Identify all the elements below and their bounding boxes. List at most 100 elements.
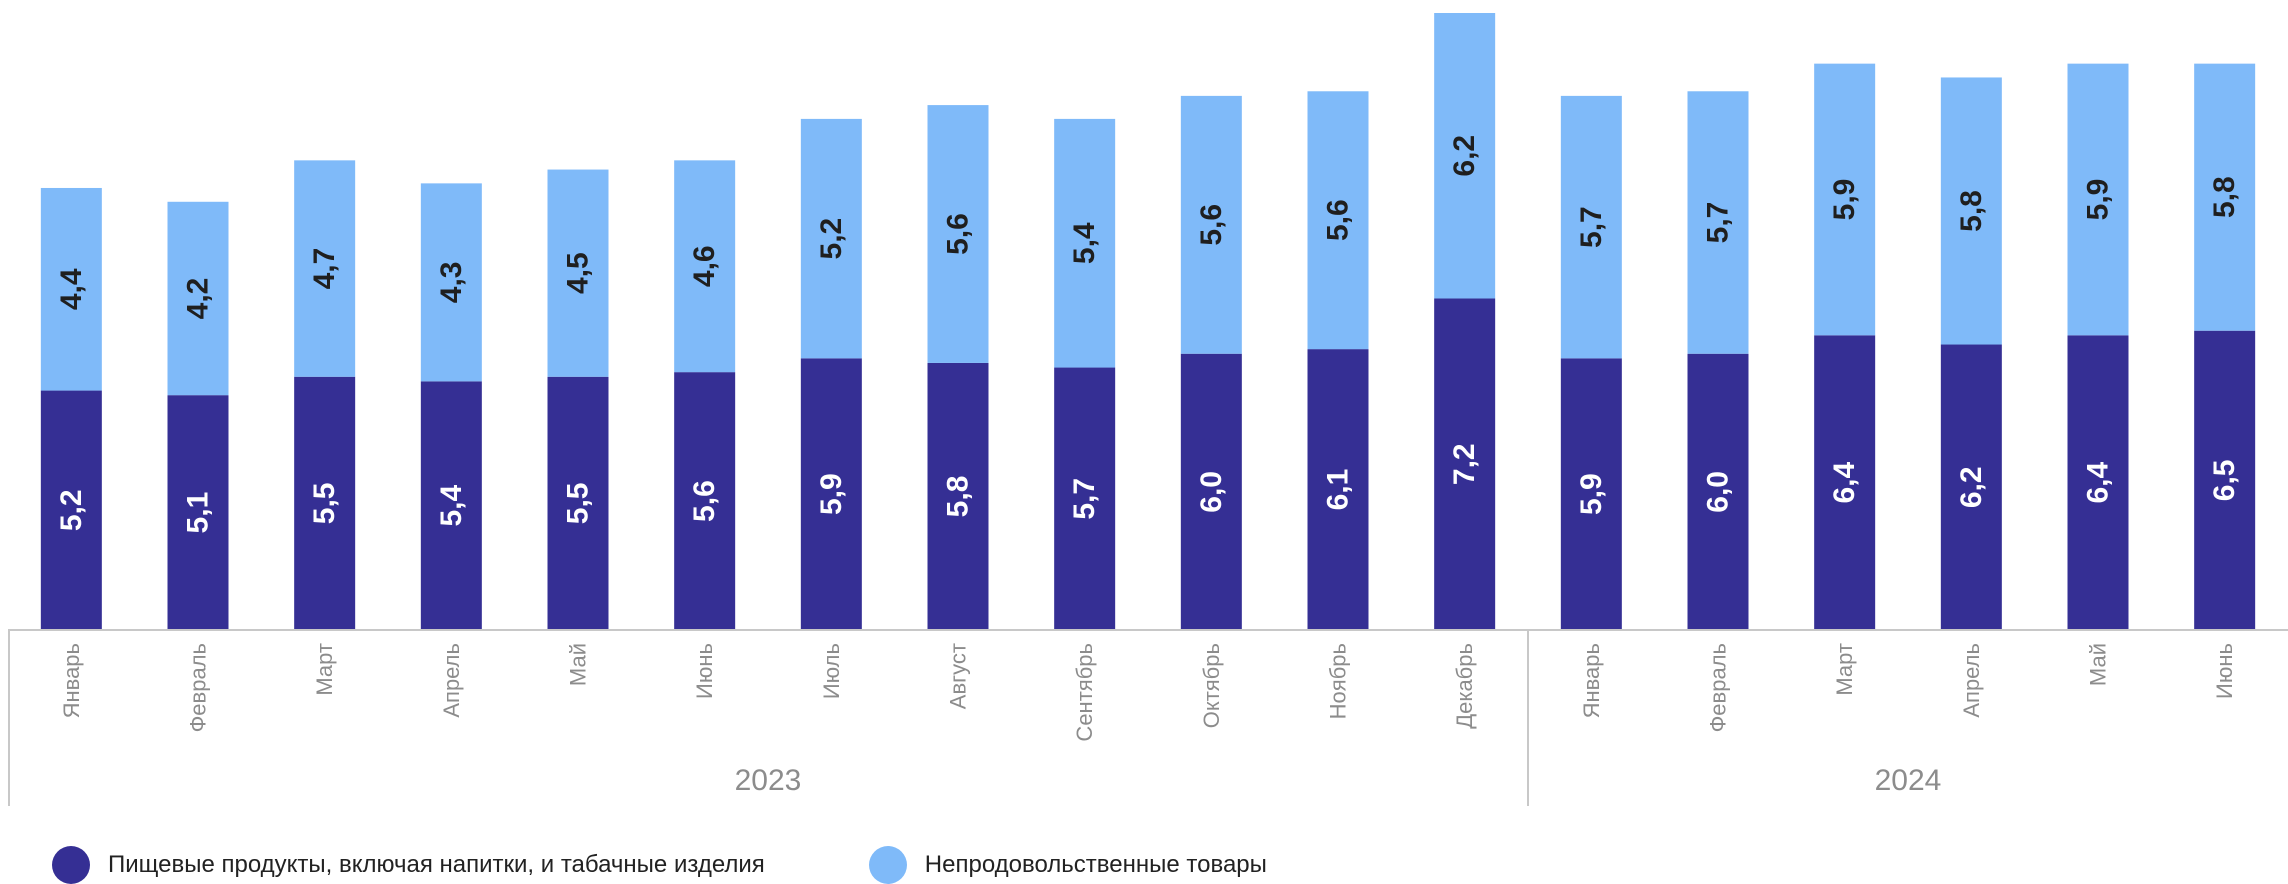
data-label: 4,6 <box>688 245 721 287</box>
data-label: 5,8 <box>2208 176 2241 218</box>
bar-segment-nonfood <box>294 160 356 377</box>
bar-segment-food <box>294 376 356 630</box>
bar-segment-nonfood <box>1180 95 1242 354</box>
data-label: 6,2 <box>1955 466 1988 508</box>
bar-segment-nonfood <box>1307 91 1369 350</box>
bar-segment-food <box>2067 335 2129 630</box>
x-tick-label: Март <box>312 643 337 696</box>
x-tick-label: Май <box>566 643 591 686</box>
data-label: 4,3 <box>435 262 468 304</box>
bar-segment-nonfood <box>1814 63 1876 336</box>
data-label: 6,0 <box>1702 471 1735 513</box>
legend-label-food: Пищевые продукты, включая напитки, и таб… <box>108 851 765 878</box>
data-label: 5,6 <box>942 213 975 255</box>
data-label: 6,0 <box>1195 471 1228 513</box>
bar-segment-nonfood <box>674 160 736 373</box>
bar-segment-food <box>1307 349 1369 630</box>
data-label: 5,2 <box>815 218 848 260</box>
data-label: 5,9 <box>1575 473 1608 515</box>
bar-segment-food <box>1054 367 1116 630</box>
bar-segment-nonfood <box>1687 91 1749 354</box>
x-tick-label: Январь <box>59 643 84 718</box>
data-label: 5,9 <box>815 473 848 515</box>
data-label: 5,9 <box>2082 179 2115 221</box>
x-tick-label: Октябрь <box>1199 643 1224 728</box>
data-label: 5,8 <box>1955 190 1988 232</box>
x-tick-label: Февраль <box>186 643 211 732</box>
data-label: 5,2 <box>55 489 88 531</box>
data-label: 5,7 <box>1068 478 1101 520</box>
legend-item-food: Пищевые продукты, включая напитки, и таб… <box>52 846 765 884</box>
bar-segment-food <box>1687 353 1749 630</box>
bar-segment-food <box>167 395 229 630</box>
bar-segment-food <box>927 362 989 630</box>
x-tick-label: Сентябрь <box>1072 643 1097 742</box>
bar-segment-food <box>2194 330 2256 630</box>
bar-segment-food <box>1180 353 1242 630</box>
year-group-label: 2023 <box>735 764 802 797</box>
x-tick-label: Июль <box>819 643 844 699</box>
legend-item-nonfood: Непродовольственные товары <box>868 846 1267 884</box>
bar-segment-nonfood <box>1560 95 1622 359</box>
bar-segment-nonfood <box>1434 13 1496 299</box>
data-label: 5,6 <box>1195 204 1228 246</box>
data-label: 5,4 <box>1068 222 1101 264</box>
data-label: 6,1 <box>1322 469 1355 511</box>
x-tick-label: Апрель <box>1959 643 1984 718</box>
bar-segment-nonfood <box>547 169 609 377</box>
x-tick-label: Февраль <box>1706 643 1731 732</box>
bar-segment-food <box>420 381 482 630</box>
data-label: 5,7 <box>1702 202 1735 244</box>
bar-segment-nonfood <box>167 201 229 396</box>
bar-segment-food <box>40 390 102 630</box>
x-tick-label: Апрель <box>439 643 464 718</box>
legend-label-nonfood: Непродовольственные товары <box>924 851 1267 878</box>
bar-segment-nonfood <box>800 118 862 359</box>
data-label: 6,5 <box>2208 459 2241 501</box>
bar-segment-food <box>800 358 862 630</box>
bar-segment-food <box>547 376 609 630</box>
bar-segment-nonfood <box>1940 77 2002 345</box>
bar-segment-food <box>1940 344 2002 630</box>
bar-segment-nonfood <box>40 187 102 391</box>
data-label: 4,4 <box>55 268 88 310</box>
data-label: 5,1 <box>182 492 215 534</box>
year-group-label: 2024 <box>1875 764 1942 797</box>
data-label: 7,2 <box>1448 443 1481 485</box>
bar-segment-nonfood <box>927 105 989 363</box>
data-label: 5,9 <box>1828 179 1861 221</box>
bar-segment-nonfood <box>1054 118 1116 368</box>
x-tick-label: Март <box>1832 643 1857 696</box>
data-label: 4,7 <box>308 248 341 290</box>
x-tick-label: Декабрь <box>1452 643 1477 729</box>
bar-segment-food <box>1434 298 1496 630</box>
data-label: 4,5 <box>562 252 595 294</box>
data-label: 5,7 <box>1575 206 1608 248</box>
data-label: 5,8 <box>942 476 975 518</box>
legend-swatch-food <box>52 846 90 884</box>
bar-segment-nonfood <box>2194 63 2256 331</box>
x-tick-label: Июнь <box>2212 643 2237 699</box>
legend: Пищевые продукты, включая напитки, и таб… <box>52 846 1371 884</box>
x-tick-label: Июнь <box>692 643 717 699</box>
data-label: 5,6 <box>1322 199 1355 241</box>
bar-segment-food <box>1814 335 1876 630</box>
data-label: 6,2 <box>1448 135 1481 177</box>
data-label: 5,5 <box>308 483 341 525</box>
data-label: 4,2 <box>182 278 215 320</box>
bar-segment-food <box>1560 358 1622 630</box>
data-label: 5,4 <box>435 485 468 527</box>
legend-swatch-nonfood <box>868 846 907 884</box>
x-tick-label: Ноябрь <box>1326 643 1351 719</box>
x-tick-label: Январь <box>1579 643 1604 718</box>
bar-segment-nonfood <box>2067 63 2129 336</box>
data-label: 6,4 <box>1828 461 1861 503</box>
bar-segment-food <box>674 372 736 630</box>
x-tick-label: Май <box>2086 643 2111 686</box>
bar-segment-nonfood <box>420 183 482 382</box>
data-label: 6,4 <box>2082 461 2115 503</box>
x-tick-label: Август <box>946 643 971 709</box>
data-label: 5,5 <box>562 483 595 525</box>
